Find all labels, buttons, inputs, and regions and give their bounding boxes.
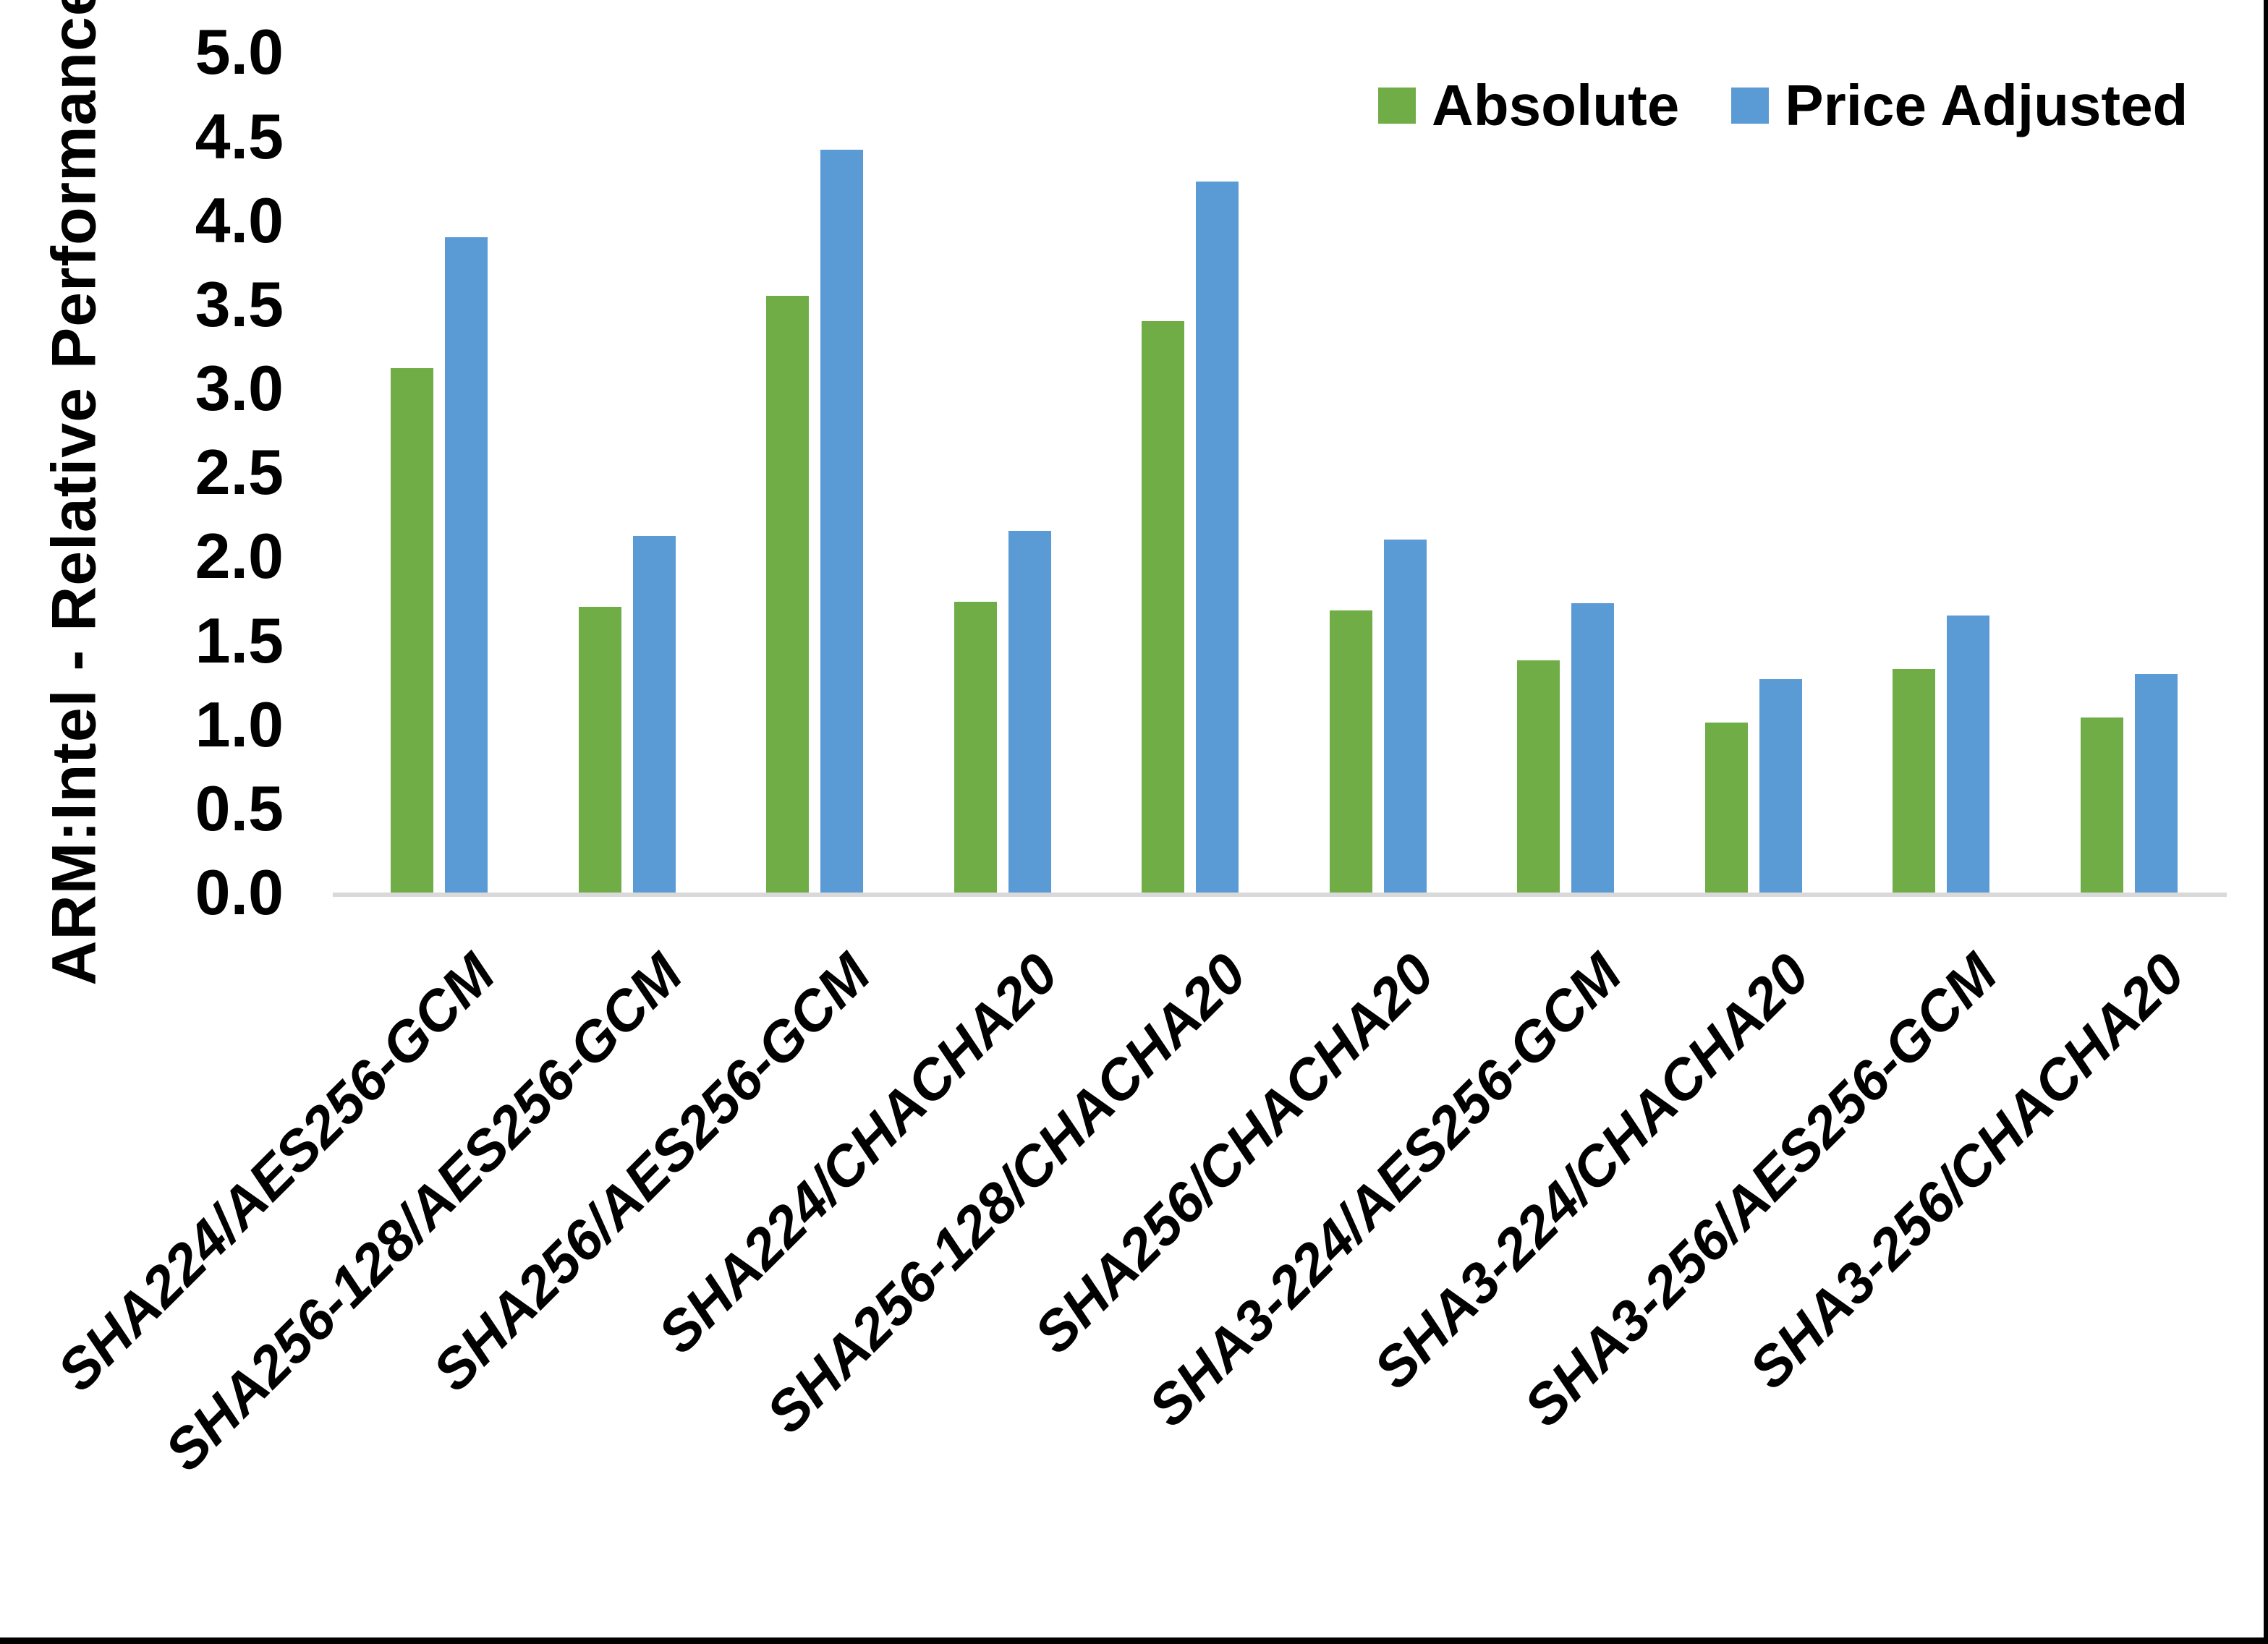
legend-item-absolute: Absolute [1378, 72, 1679, 139]
y-tick-label: 4.5 [195, 100, 284, 172]
legend-item-price-adjusted: Price Adjusted [1731, 72, 2188, 139]
bar-price-adjusted [2135, 673, 2178, 893]
legend-swatch-absolute-icon [1378, 88, 1416, 124]
bar-price-adjusted [1571, 603, 1615, 893]
x-axis-line [333, 893, 2227, 897]
bar-price-adjusted [1947, 615, 1990, 893]
y-tick-label: 1.0 [195, 688, 284, 760]
y-tick-label: 1.5 [195, 604, 284, 676]
y-tick-label: 2.0 [195, 520, 284, 592]
y-tick-label: 0.5 [195, 772, 284, 844]
bar-price-adjusted [445, 237, 488, 893]
bar-price-adjusted [820, 150, 864, 893]
bar-absolute [1704, 723, 1748, 893]
page-frame-border-bottom [0, 1637, 2268, 1644]
legend-swatch-price-adjusted-icon [1731, 88, 1770, 124]
y-tick-label: 3.0 [195, 352, 284, 424]
bar-price-adjusted [632, 536, 676, 893]
bar-absolute [1517, 660, 1560, 893]
bar-price-adjusted [1008, 531, 1051, 893]
y-tick-label: 3.5 [195, 268, 284, 340]
bar-absolute [391, 368, 433, 893]
bar-absolute [1142, 321, 1185, 893]
bar-absolute [954, 602, 997, 893]
bar-absolute [2081, 717, 2124, 893]
legend-label-price-adjusted: Price Adjusted [1785, 73, 2188, 137]
y-tick-label: 2.5 [195, 436, 284, 508]
bar-absolute [766, 296, 810, 893]
bar-absolute [578, 607, 621, 893]
y-tick-label: 4.0 [195, 184, 284, 256]
legend-label-absolute: Absolute [1432, 73, 1680, 137]
y-tick-label: 5.0 [195, 16, 284, 88]
page-frame-border-right [2264, 0, 2268, 1644]
bar-absolute [1329, 610, 1372, 893]
bar-price-adjusted [1196, 182, 1239, 893]
bar-price-adjusted [1759, 678, 1802, 893]
bar-price-adjusted [1383, 540, 1427, 893]
bar-absolute [1893, 669, 1936, 893]
y-tick-label: 0.0 [195, 856, 284, 928]
legend: Absolute Price Adjusted [1378, 69, 2188, 142]
